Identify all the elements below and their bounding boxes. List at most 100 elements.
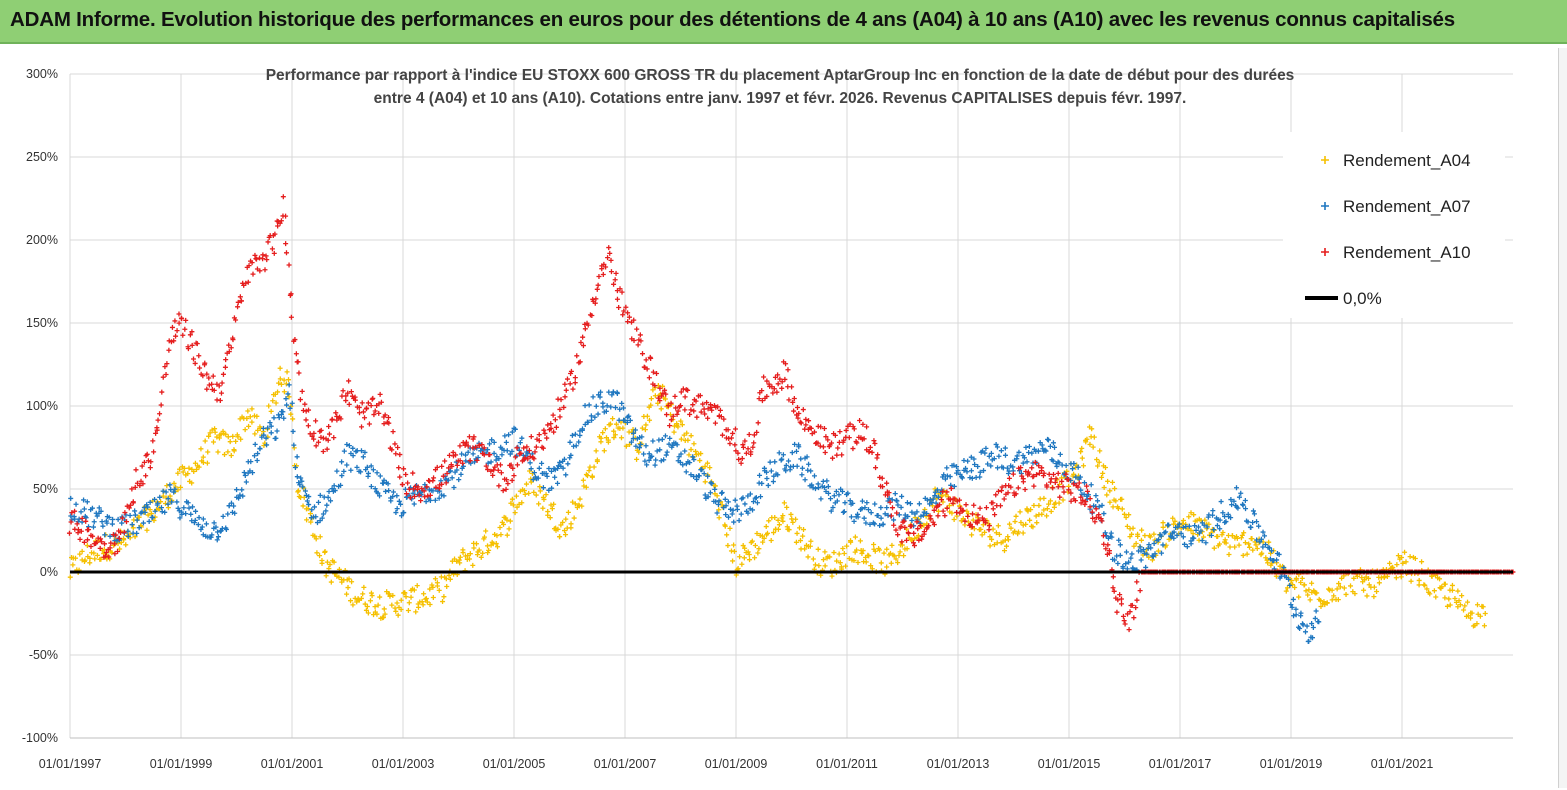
data-point [280, 194, 286, 200]
data-point [896, 552, 902, 558]
data-point [614, 288, 620, 294]
data-point [1307, 597, 1313, 603]
data-point [173, 333, 179, 339]
data-point [917, 523, 923, 529]
data-point [1220, 510, 1226, 516]
data-point [1035, 448, 1041, 454]
data-point [1245, 519, 1251, 525]
data-point [132, 508, 138, 514]
data-point [751, 440, 757, 446]
data-point [727, 506, 733, 512]
data-point [910, 540, 916, 546]
data-point [1202, 517, 1208, 523]
data-point [431, 475, 437, 481]
data-point [1018, 519, 1024, 525]
data-point [1131, 543, 1137, 549]
data-point [366, 421, 372, 427]
data-point [196, 353, 202, 359]
data-point [202, 360, 208, 366]
data-point [531, 456, 537, 462]
data-point [894, 510, 900, 516]
data-point [901, 553, 907, 559]
data-point [440, 473, 446, 479]
data-point [140, 481, 146, 487]
data-point [1123, 561, 1129, 567]
data-point [642, 427, 648, 433]
data-point [292, 464, 298, 470]
data-point [403, 594, 409, 600]
data-point [764, 469, 770, 475]
data-point [475, 455, 481, 461]
data-point [401, 466, 407, 472]
data-point [531, 470, 537, 476]
data-point [611, 281, 617, 287]
data-point [231, 503, 237, 509]
data-point [1217, 526, 1223, 532]
data-point [634, 326, 640, 332]
data-point [230, 433, 236, 439]
data-point [1111, 588, 1117, 594]
data-point [618, 435, 624, 441]
data-point [791, 395, 797, 401]
data-point [750, 507, 756, 513]
data-point [821, 484, 827, 490]
data-point [648, 396, 654, 402]
data-point [146, 518, 152, 524]
data-point [537, 488, 543, 494]
data-point [613, 421, 619, 427]
data-point [145, 512, 151, 518]
data-point [1052, 479, 1058, 485]
data-point [77, 536, 83, 542]
data-point [360, 591, 366, 597]
data-point [548, 425, 554, 431]
data-point [368, 463, 374, 469]
data-point [476, 547, 482, 553]
data-point [557, 406, 563, 412]
data-point [263, 435, 269, 441]
data-point [1192, 523, 1198, 529]
data-point [995, 488, 1001, 494]
data-point [585, 473, 591, 479]
data-point [406, 600, 412, 606]
data-point [1403, 559, 1409, 565]
data-point [1004, 465, 1010, 471]
data-point [81, 506, 87, 512]
data-point [1046, 501, 1052, 507]
data-point [608, 404, 614, 410]
data-point [117, 546, 123, 552]
data-point [758, 494, 764, 500]
data-point [1134, 579, 1140, 585]
data-point [320, 511, 326, 517]
data-point [481, 534, 487, 540]
data-point [681, 432, 687, 438]
data-point [607, 421, 613, 427]
data-point [832, 432, 838, 438]
data-point [382, 412, 388, 418]
data-point [857, 538, 863, 544]
data-point [291, 442, 297, 448]
data-point [320, 448, 326, 454]
data-point [560, 465, 566, 471]
data-point [1293, 575, 1299, 581]
data-point [473, 541, 479, 547]
data-point [977, 469, 983, 475]
data-point [1075, 484, 1081, 490]
data-point [593, 403, 599, 409]
data-point [422, 494, 428, 500]
data-point [1158, 533, 1164, 539]
data-point [1284, 585, 1290, 591]
data-point [498, 470, 504, 476]
data-point [277, 365, 283, 371]
data-point [72, 555, 78, 561]
scrollbar[interactable] [1558, 48, 1567, 788]
data-point [928, 516, 934, 522]
data-point [779, 515, 785, 521]
data-point [757, 472, 763, 478]
data-point [329, 486, 335, 492]
data-point [377, 473, 383, 479]
data-point [108, 540, 114, 546]
data-point [148, 459, 154, 465]
data-point [998, 488, 1004, 494]
data-point [1298, 579, 1304, 585]
data-point [982, 529, 988, 535]
